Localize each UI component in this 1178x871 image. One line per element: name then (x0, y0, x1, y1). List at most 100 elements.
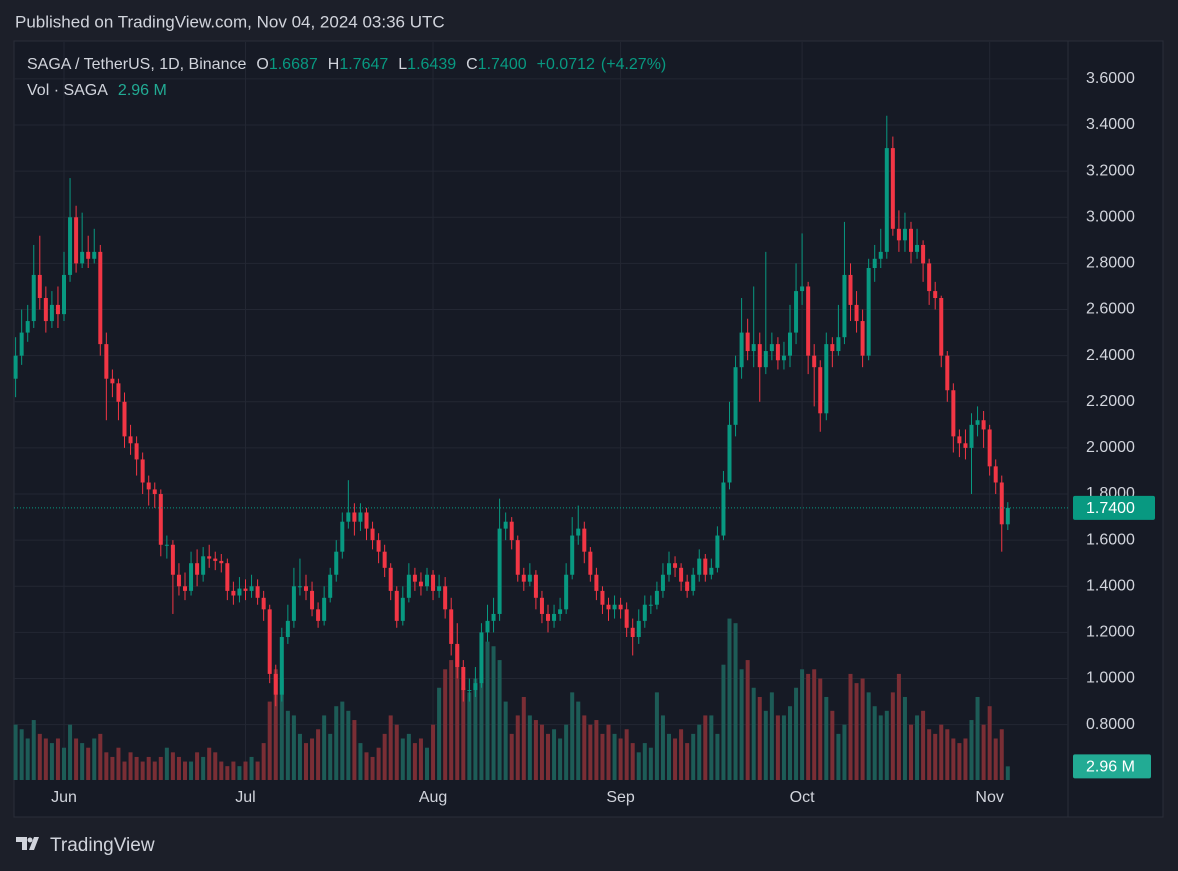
volume-bar (697, 724, 702, 780)
volume-bar (412, 743, 417, 780)
volume-bar (443, 669, 448, 780)
candle-body (636, 620, 641, 638)
y-tick-label: 2.6000 (1086, 301, 1135, 318)
candle-body (158, 494, 163, 545)
volume-bar (449, 660, 454, 780)
volume-bar (279, 678, 284, 780)
y-tick-label: 1.0000 (1086, 670, 1135, 687)
volume-bar (812, 669, 817, 780)
volume-bar (80, 743, 85, 780)
candle-body (673, 563, 678, 568)
candle-body (800, 286, 805, 292)
candle-body (781, 355, 786, 361)
ohlc-key: O (256, 56, 268, 73)
candle-body (691, 574, 696, 591)
candle-body (467, 690, 472, 692)
volume-bar (19, 729, 24, 780)
candle-body (273, 673, 278, 695)
volume-bar (800, 669, 805, 780)
candle-body (1005, 507, 1010, 525)
volume-bar (654, 692, 659, 780)
candle-body (509, 521, 514, 541)
x-tick-label: Jun (51, 789, 77, 806)
volume-bar (86, 747, 91, 780)
candle-body (515, 540, 520, 575)
candle-body (763, 351, 768, 368)
candle-body (648, 604, 653, 606)
volume-bar (104, 752, 109, 780)
volume-bar (642, 743, 647, 780)
symbol: SAGA / TetherUS, 1D, Binance (27, 56, 246, 73)
candle-body (775, 344, 780, 361)
candle-body (957, 436, 962, 444)
candle-body (189, 563, 194, 591)
volume-bar (533, 720, 538, 780)
volume-bar (527, 715, 532, 780)
volume-bar (207, 747, 212, 780)
candle-body (473, 683, 478, 691)
candle-body (316, 609, 321, 621)
candle-body (709, 567, 714, 575)
volume-bar (539, 724, 544, 780)
candle-body (721, 482, 726, 536)
candle-body (733, 367, 738, 425)
candle-body (745, 332, 750, 352)
volume-bar (134, 756, 139, 780)
volume-bar (406, 733, 411, 780)
volume-bar (848, 673, 853, 780)
candle-body (267, 609, 272, 674)
volume-bar (388, 715, 393, 780)
volume-bar (691, 733, 696, 780)
candle-body (285, 620, 290, 638)
candle-body (546, 613, 550, 621)
candle-body (558, 609, 563, 614)
volume-bar (582, 715, 587, 780)
candle-body (406, 574, 411, 598)
volume-bar (576, 701, 581, 780)
volume-bar (176, 756, 181, 780)
candle-body (884, 148, 889, 252)
candle-body (757, 344, 762, 368)
volume-bar (267, 701, 272, 780)
ohlc-value: 1.7400 (478, 56, 527, 73)
volume-bar (788, 706, 792, 780)
candle-body (739, 332, 744, 368)
volume-bar (921, 710, 926, 780)
volume-bar (255, 761, 260, 780)
last-volume-label: 2.96 M (1086, 759, 1135, 776)
volume-bar (769, 692, 774, 780)
last-price-box (1073, 495, 1155, 520)
volume-bar (340, 701, 345, 780)
candle-body (642, 604, 647, 621)
y-tick-label: 3.4000 (1086, 116, 1135, 133)
candle-body (37, 274, 42, 298)
last-price-label: 1.7400 (1086, 500, 1135, 517)
volume-bar (558, 738, 563, 780)
candle-body (455, 643, 460, 667)
volume-bar (55, 738, 60, 780)
volume-bar (902, 696, 907, 780)
candle-body (479, 632, 484, 684)
volume-bar (376, 747, 381, 780)
volume-bar (231, 761, 236, 780)
volume-bar (503, 701, 508, 780)
candle-body (497, 528, 502, 614)
candle-body (376, 540, 381, 552)
candle-body (963, 443, 968, 448)
candle-body (243, 588, 248, 591)
candle-body (921, 244, 926, 264)
volume-bar (709, 715, 714, 780)
candle-body (80, 251, 85, 264)
candle-body (449, 609, 454, 644)
candle-body (896, 228, 901, 241)
volume-bar (304, 743, 308, 780)
ohlc-key: L (398, 56, 407, 73)
candle-body (987, 429, 992, 467)
candle-body (370, 528, 375, 541)
volume-bar (836, 733, 841, 780)
candle-body (612, 604, 617, 610)
candle-body (915, 244, 920, 252)
volume-bar (878, 715, 883, 780)
candle-body (394, 590, 399, 621)
